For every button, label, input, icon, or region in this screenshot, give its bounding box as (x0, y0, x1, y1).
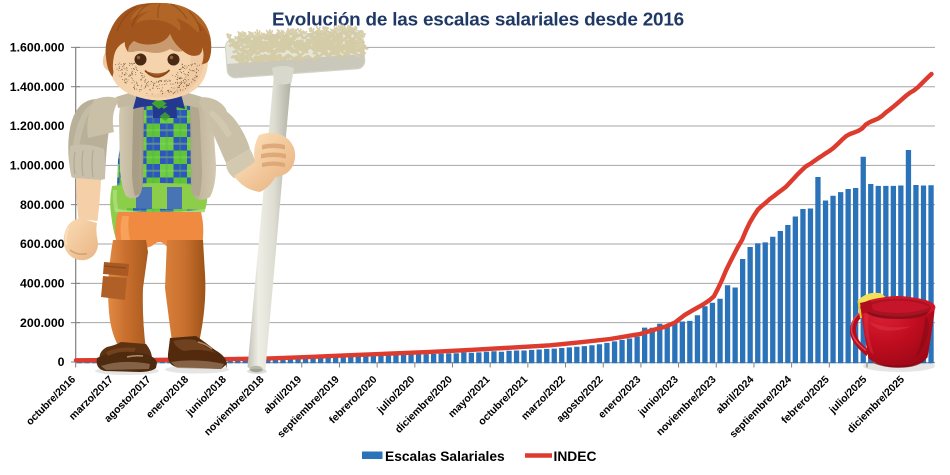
svg-text:Escalas Salariales: Escalas Salariales (385, 449, 505, 464)
svg-text:800.000: 800.000 (20, 198, 65, 212)
svg-text:0: 0 (58, 355, 65, 369)
svg-text:1.000.000: 1.000.000 (10, 159, 65, 173)
svg-text:200.000: 200.000 (20, 316, 65, 330)
svg-text:600.000: 600.000 (20, 237, 65, 251)
svg-text:Evolución de las escalas salar: Evolución de las escalas salariales desd… (272, 9, 684, 30)
svg-text:1.600.000: 1.600.000 (10, 41, 65, 55)
svg-text:INDEC: INDEC (554, 449, 597, 464)
svg-text:400.000: 400.000 (20, 277, 65, 291)
svg-text:1.200.000: 1.200.000 (10, 119, 65, 133)
svg-text:1.400.000: 1.400.000 (10, 80, 65, 94)
